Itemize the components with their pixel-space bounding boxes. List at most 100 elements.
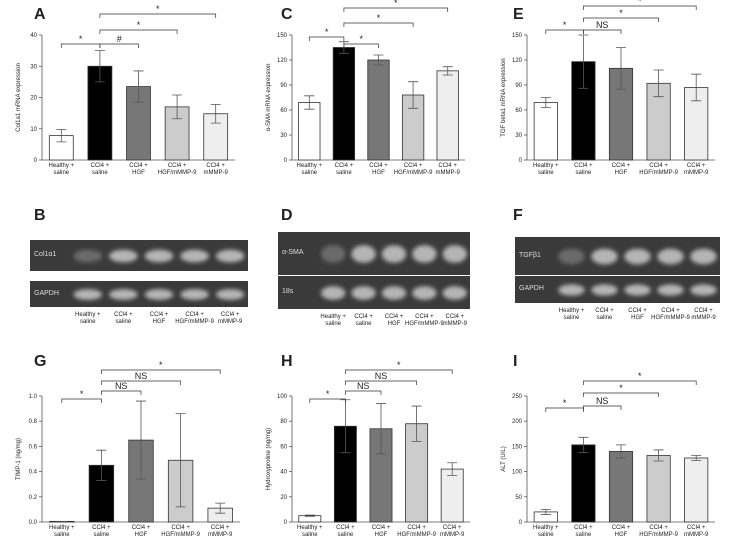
gel-band	[215, 249, 245, 263]
x-tick-label: CCl4 + HGF/mMMP-9	[393, 163, 433, 176]
x-tick-label: CCl4 + HGF/mMMP-9	[639, 525, 678, 538]
y-tick-label: 50	[515, 495, 522, 501]
gel-band	[412, 245, 437, 263]
error-bar	[215, 502, 226, 514]
gel-image	[30, 281, 248, 307]
x-tick-label: CCl4 + HGF/mMMP-9	[639, 163, 678, 176]
gel-lane-label: CCl4 + saline	[354, 314, 373, 327]
significance-bracket	[99, 13, 217, 18]
bar	[436, 70, 459, 161]
error-bar	[691, 455, 702, 461]
gel-row-label: GAPDH	[34, 289, 59, 297]
bar	[608, 451, 634, 523]
significance-label: *	[79, 34, 83, 44]
significance-bracket	[343, 7, 449, 12]
y-tick-label: 40	[280, 470, 287, 476]
y-tick-label: 250	[512, 394, 523, 400]
y-tick-label: 60	[280, 444, 287, 450]
panel-letter: H	[281, 353, 293, 370]
y-axis-label: ALT (U/L)	[501, 446, 507, 471]
gel-band	[690, 248, 717, 265]
significance-label: NS	[115, 381, 128, 391]
x-tick-label: CCl4 + mMMP-9	[684, 525, 709, 538]
gel-band	[351, 245, 376, 263]
gel-band	[657, 248, 684, 265]
x-tick-label: Healthy + saline	[297, 525, 323, 538]
x-tick-label: CCl4 + HGF	[611, 163, 631, 176]
significance-bracket	[345, 380, 417, 385]
x-tick-label: CCl4 + saline	[574, 163, 593, 176]
significance-label: *	[80, 389, 84, 399]
error-bar	[578, 34, 589, 89]
gel-row-label: α-SMA	[282, 249, 304, 256]
significance-bracket	[545, 29, 584, 34]
gel-lane-label: CCl4 + HGF	[628, 308, 647, 321]
y-tick-label: 150	[277, 33, 288, 39]
significance-bracket	[101, 369, 221, 374]
gel-band	[690, 284, 717, 296]
significance-bracket	[583, 17, 659, 22]
significance-label: *	[619, 8, 623, 18]
error-bar	[411, 405, 422, 442]
panel-letter: I	[513, 353, 518, 370]
y-tick-label: 1.0	[29, 394, 38, 400]
y-tick-label: 60	[280, 108, 287, 114]
bar	[533, 102, 558, 161]
y-axis-label: TIMP-1 (ng/mg)	[16, 438, 22, 480]
y-tick-label: 100	[512, 470, 523, 476]
significance-bracket	[583, 405, 622, 410]
significance-label: *	[563, 398, 567, 408]
significance-bracket	[309, 398, 346, 403]
error-bar	[442, 66, 453, 76]
y-tick-label: 10	[30, 127, 37, 133]
significance-bracket	[99, 29, 178, 34]
gel-lane-label: Healthy + saline	[75, 312, 101, 325]
significance-bracket	[583, 5, 697, 10]
significance-bracket	[545, 407, 584, 412]
y-tick-label: 0	[284, 520, 288, 526]
significance-label: *	[619, 383, 623, 393]
gel-lane-label: CCl4 + mMMP-9	[442, 314, 467, 327]
gel-lane-label: CCl4 + mMMP-9	[691, 308, 716, 321]
error-bar	[175, 413, 186, 508]
gel-row-label: 18s	[282, 288, 294, 295]
y-tick-label: 200	[512, 419, 523, 425]
x-tick-label: CCl4 + HGF	[131, 525, 151, 538]
error-bar	[376, 403, 386, 455]
y-tick-label: 40	[30, 33, 37, 39]
y-tick-label: 150	[512, 444, 523, 450]
x-tick-label: Healthy + saline	[48, 163, 75, 176]
x-tick-label: Healthy + saline	[533, 163, 559, 176]
gel-band	[624, 284, 651, 296]
gel-band	[442, 245, 467, 263]
x-tick-label: CCl4 + HGF	[611, 525, 631, 538]
error-bar	[447, 462, 458, 476]
y-tick-label: 0	[519, 158, 523, 164]
significance-label: NS	[357, 381, 370, 391]
y-tick-label: 120	[512, 58, 523, 64]
y-tick-label: 0.0	[29, 520, 38, 526]
significance-label: #	[117, 34, 122, 44]
error-bar	[578, 436, 589, 453]
x-tick-label: CCl4 + mMMP-9	[208, 525, 233, 538]
significance-bracket	[101, 390, 142, 395]
gel-lane-label: CCl4 + HGF	[384, 314, 404, 327]
gel-row-label: TGFβ1	[519, 251, 541, 259]
gel-band	[624, 248, 651, 265]
y-tick-label: 120	[277, 58, 288, 64]
significance-label: NS	[596, 20, 609, 30]
error-bar	[133, 70, 144, 103]
gel-band	[442, 286, 467, 300]
gel-band	[558, 248, 585, 265]
significance-bracket	[61, 398, 102, 403]
significance-bracket	[308, 36, 345, 41]
gel-band	[73, 289, 103, 300]
x-tick-label: CCl4 + saline	[336, 525, 355, 538]
x-tick-label: CCl4 + saline	[574, 525, 593, 538]
gel-band	[109, 289, 138, 300]
x-tick-label: CCl4 + saline	[90, 163, 110, 176]
gel-band	[381, 286, 407, 300]
error-bar	[136, 400, 146, 480]
y-axis-label: TGF beta1 mRNA expression	[501, 58, 507, 136]
